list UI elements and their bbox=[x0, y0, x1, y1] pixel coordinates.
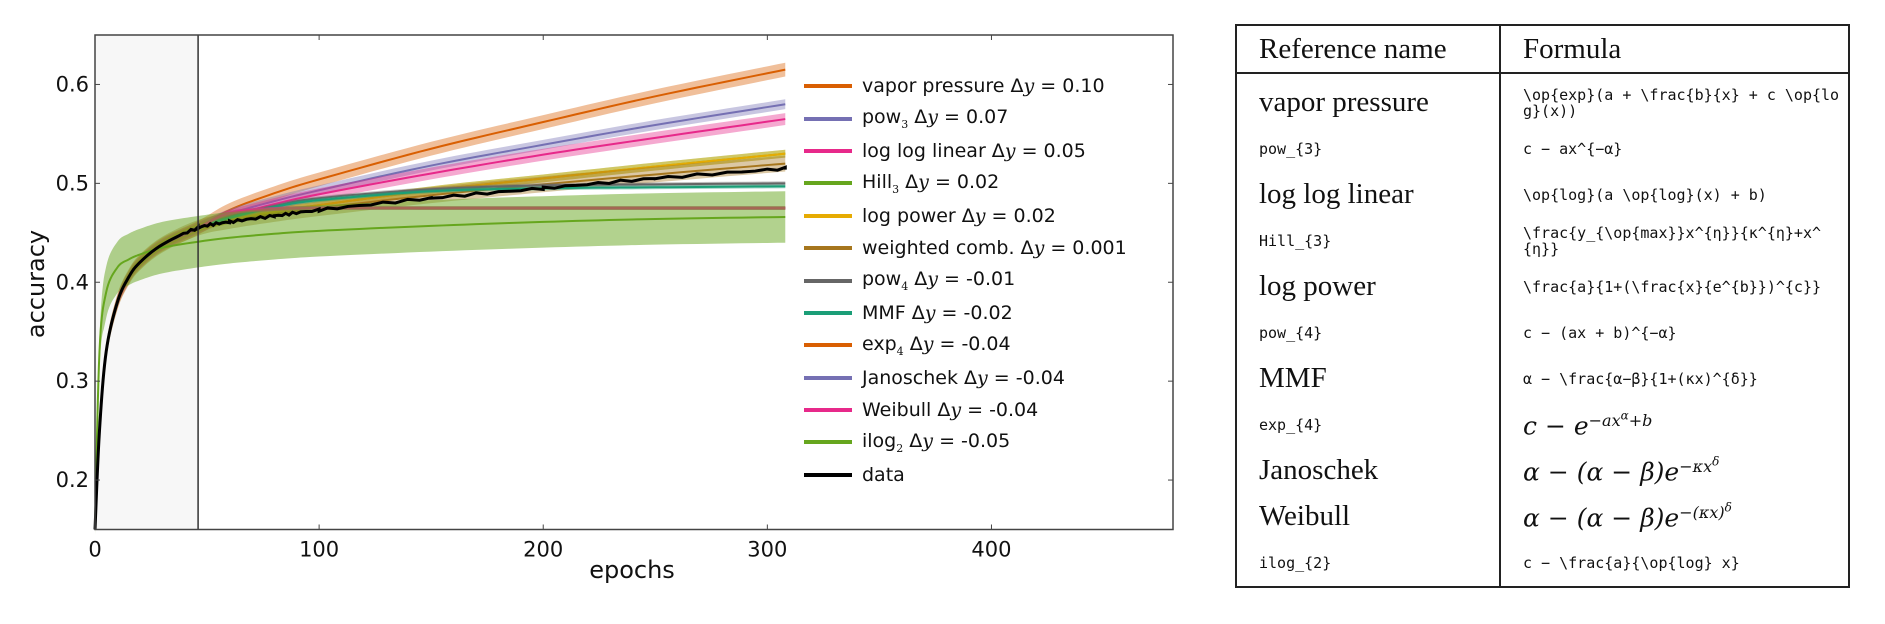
legend-item: pow3 Δy = 0.07 bbox=[804, 102, 1127, 134]
legend-item: Weibull Δy = -0.04 bbox=[804, 394, 1127, 426]
reference-name-cell: ilog_{2} bbox=[1259, 553, 1332, 572]
formula-cell: α − \frac{α−β}{1+(κx)^{δ}} bbox=[1499, 356, 1849, 402]
legend-item: MMF Δy = -0.02 bbox=[804, 297, 1127, 329]
table-header-row: Reference name Formula bbox=[1236, 25, 1849, 74]
series-band-11 bbox=[95, 191, 786, 535]
legend-swatch bbox=[804, 84, 852, 89]
formula-cell: c − e−axα+b bbox=[1499, 402, 1849, 448]
reference-name-cell: Janoschek bbox=[1259, 454, 1379, 487]
formula-cell: c − ax^{−α} bbox=[1499, 126, 1849, 172]
reference-name-cell: Hill_{3} bbox=[1259, 231, 1332, 250]
legend-item: weighted comb. Δy = 0.001 bbox=[804, 232, 1127, 264]
legend-label: Weibull Δy = -0.04 bbox=[862, 399, 1039, 422]
reference-name-cell: exp_{4} bbox=[1259, 415, 1323, 434]
legend-swatch bbox=[804, 181, 852, 186]
formula-cell: \frac{y_{\op{max}}x^{η}}{κ^{η}+x^{η}} bbox=[1499, 218, 1849, 264]
legend-label: Hill3 Δy = 0.02 bbox=[862, 170, 1000, 196]
legend-item: log power Δy = 0.02 bbox=[804, 200, 1127, 232]
x-tick-label: 300 bbox=[747, 538, 787, 562]
legend-swatch bbox=[804, 116, 852, 121]
legend-item: data bbox=[804, 459, 1127, 491]
table-row: Weibull α − (α − β)e−(κx)δ bbox=[1236, 494, 1849, 540]
formula-cell: c − \frac{a}{\op{log} x} bbox=[1499, 540, 1849, 587]
legend-label: pow4 Δy = -0.01 bbox=[862, 268, 1016, 293]
reference-name-cell: log log linear bbox=[1259, 178, 1414, 211]
legend-label: data bbox=[862, 463, 905, 486]
legend-item: ilog2 Δy = -0.05 bbox=[804, 426, 1127, 458]
y-tick-label: 0.2 bbox=[56, 468, 89, 492]
legend-swatch bbox=[804, 408, 852, 413]
legend-swatch bbox=[804, 213, 852, 218]
legend-label: ilog2 Δy = -0.05 bbox=[862, 430, 1011, 455]
reference-formula-table: Reference name Formula vapor pressure \op… bbox=[1235, 24, 1850, 588]
legend-item: Janoschek Δy = -0.04 bbox=[804, 362, 1127, 394]
learning-curve-chart: 0 100 200 300 400 0.2 0.3 0.4 0.5 0.6 epochs accu… bbox=[22, 34, 1174, 584]
chart-legend: vapor pressure Δy = 0.10 pow3 Δy = 0.07 lo… bbox=[804, 70, 1127, 491]
legend-swatch bbox=[804, 472, 852, 477]
legend-swatch bbox=[804, 310, 852, 315]
legend-swatch bbox=[804, 148, 852, 153]
table-row: ilog_{2} c − \frac{a}{\op{log} x} bbox=[1236, 540, 1849, 587]
series-line-12 bbox=[93, 165, 787, 530]
legend-swatch bbox=[804, 343, 852, 348]
reference-name-cell: Weibull bbox=[1259, 500, 1351, 533]
y-tick-label: 0.6 bbox=[56, 72, 89, 96]
legend-item: Hill3 Δy = 0.02 bbox=[804, 167, 1127, 199]
legend-label: log power Δy = 0.02 bbox=[862, 204, 1056, 227]
x-tick-label: 200 bbox=[523, 538, 563, 562]
table-row: pow_{3} c − ax^{−α} bbox=[1236, 126, 1849, 172]
legend-label: log log linear Δy = 0.05 bbox=[862, 139, 1086, 162]
x-tick-label: 400 bbox=[971, 538, 1011, 562]
formula-cell: \op{exp}(a + \frac{b}{x} + c \op{log}(x)… bbox=[1499, 73, 1849, 126]
legend-label: weighted comb. Δy = 0.001 bbox=[862, 237, 1127, 260]
formula-cell: α − (α − β)e−(κx)δ bbox=[1499, 494, 1849, 540]
legend-swatch bbox=[804, 278, 852, 283]
reference-name-cell: vapor pressure bbox=[1259, 86, 1429, 119]
legend-label: pow3 Δy = 0.07 bbox=[862, 106, 1009, 131]
legend-item: exp4 Δy = -0.04 bbox=[804, 329, 1127, 361]
table-row: vapor pressure \op{exp}(a + \frac{b}{x} +… bbox=[1236, 73, 1849, 126]
table-row: MMF α − \frac{α−β}{1+(κx)^{δ}} bbox=[1236, 356, 1849, 402]
reference-name-cell: pow_{4} bbox=[1259, 323, 1323, 342]
legend-swatch bbox=[804, 440, 852, 445]
reference-name-cell: log power bbox=[1259, 270, 1376, 303]
x-axis-label: epochs bbox=[589, 556, 675, 584]
formula-cell: α − (α − β)e−κxδ bbox=[1499, 448, 1849, 494]
y-tick-label: 0.4 bbox=[56, 270, 89, 294]
formula-cell: c − (ax + b)^{−α} bbox=[1499, 310, 1849, 356]
table-row: log log linear \op{log}(a \op{log}(x) + b… bbox=[1236, 172, 1849, 218]
legend-label: MMF Δy = -0.02 bbox=[862, 301, 1013, 324]
header-reference-name: Reference name bbox=[1236, 25, 1500, 74]
legend-item: vapor pressure Δy = 0.10 bbox=[804, 70, 1127, 102]
table-row: Hill_{3} \frac{y_{\op{max}}x^{η}}{κ^{η}+x… bbox=[1236, 218, 1849, 264]
legend-item: log log linear Δy = 0.05 bbox=[804, 135, 1127, 167]
table-row: log power \frac{a}{1+(\frac{x}{e^{b}})^{c… bbox=[1236, 264, 1849, 310]
table-row: exp_{4} c − e−axα+b bbox=[1236, 402, 1849, 448]
formula-cell: \op{log}(a \op{log}(x) + b) bbox=[1499, 172, 1849, 218]
table-row: Janoschek α − (α − β)e−κxδ bbox=[1236, 448, 1849, 494]
x-tick-label: 0 bbox=[88, 538, 101, 562]
header-formula: Formula bbox=[1499, 25, 1849, 74]
y-axis-label: accuracy bbox=[22, 230, 50, 338]
legend-label: exp4 Δy = -0.04 bbox=[862, 332, 1011, 358]
table-row: pow_{4} c − (ax + b)^{−α} bbox=[1236, 310, 1849, 356]
legend-label: Janoschek Δy = -0.04 bbox=[862, 366, 1065, 389]
formula-cell: \frac{a}{1+(\frac{x}{e^{b}})^{c}} bbox=[1499, 264, 1849, 310]
reference-name-cell: pow_{3} bbox=[1259, 139, 1323, 158]
y-tick-label: 0.3 bbox=[56, 369, 89, 393]
x-tick-label: 100 bbox=[299, 538, 339, 562]
y-tick-label: 0.5 bbox=[56, 171, 89, 195]
legend-label: vapor pressure Δy = 0.10 bbox=[862, 75, 1105, 98]
legend-swatch bbox=[804, 375, 852, 380]
legend-swatch bbox=[804, 246, 852, 251]
legend-item: pow4 Δy = -0.01 bbox=[804, 264, 1127, 296]
reference-name-cell: MMF bbox=[1259, 362, 1327, 395]
